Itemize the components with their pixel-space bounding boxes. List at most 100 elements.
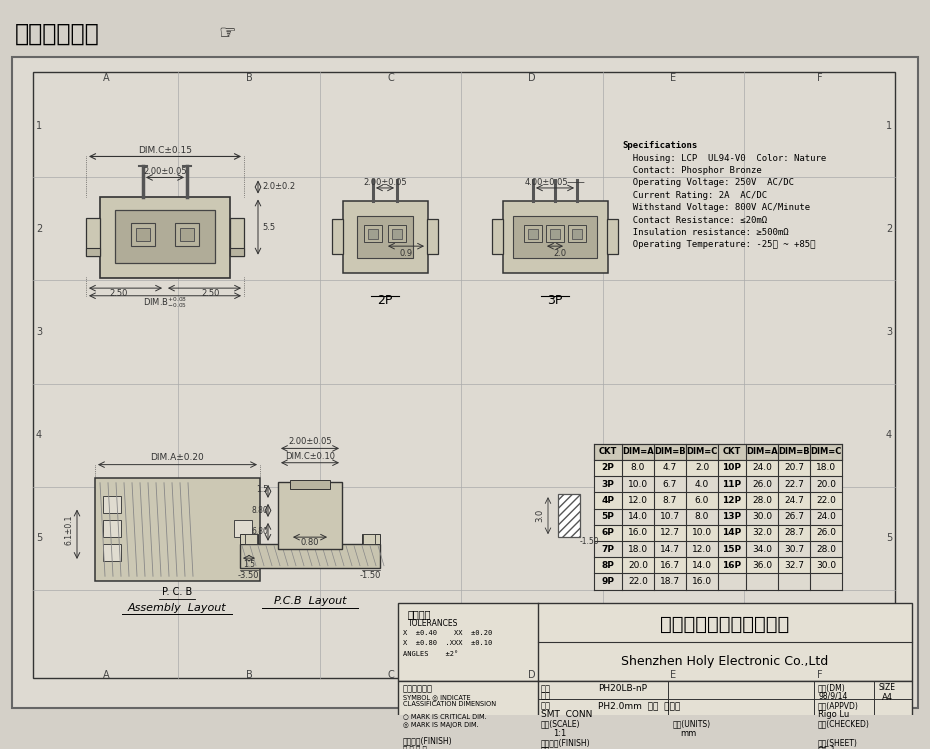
Bar (546, 225, 564, 243)
Text: 名称: 名称 (541, 701, 551, 710)
Bar (245, 534, 257, 544)
Text: 10.7: 10.7 (660, 512, 680, 521)
Text: 单位(UNITS): 单位(UNITS) (673, 719, 711, 728)
Text: 12P: 12P (723, 496, 741, 505)
Text: 28.7: 28.7 (784, 528, 804, 537)
Text: OF 1: OF 1 (818, 746, 835, 749)
Text: 24.0: 24.0 (816, 512, 836, 521)
Text: 7P: 7P (602, 545, 615, 554)
Bar (594, 492, 842, 509)
Bar (363, 534, 375, 544)
Text: 28.0: 28.0 (816, 545, 836, 554)
Text: 工程: 工程 (541, 684, 551, 693)
Text: PH20LB-nP: PH20LB-nP (598, 684, 647, 693)
Text: 12.0: 12.0 (628, 496, 648, 505)
Text: 1.5: 1.5 (243, 560, 255, 569)
Bar (594, 443, 842, 460)
Text: 16.0: 16.0 (692, 577, 712, 586)
Bar (131, 223, 155, 246)
Bar (95, 478, 260, 581)
Bar (278, 482, 342, 548)
Text: DIM=A: DIM=A (746, 447, 777, 456)
Text: Shenzhen Holy Electronic Co.,Ltd: Shenzhen Holy Electronic Co.,Ltd (621, 655, 829, 667)
Text: 16P: 16P (723, 561, 741, 570)
Text: 22.0: 22.0 (628, 577, 648, 586)
Bar (503, 201, 608, 273)
Bar (392, 229, 402, 238)
Text: 张数(SHEET): 张数(SHEET) (818, 739, 857, 748)
Text: 审证(CHECKED): 审证(CHECKED) (818, 719, 870, 728)
Bar (524, 225, 542, 243)
Text: 2.00±0.05: 2.00±0.05 (143, 167, 187, 176)
Bar (103, 496, 121, 513)
Text: 32.0: 32.0 (752, 528, 772, 537)
Text: 30.0: 30.0 (816, 561, 836, 570)
Bar (175, 223, 199, 246)
Text: 2P: 2P (378, 294, 392, 307)
Bar (568, 225, 586, 243)
Text: -1.50―: -1.50― (579, 537, 606, 547)
Text: 2: 2 (36, 224, 42, 234)
Text: ○ MARK IS CRITICAL DIM.: ○ MARK IS CRITICAL DIM. (403, 713, 486, 719)
Text: 14.7: 14.7 (660, 545, 680, 554)
Text: Insulation resistance: ≥500mΩ: Insulation resistance: ≥500mΩ (622, 228, 789, 237)
Text: 20.0: 20.0 (816, 479, 836, 488)
Bar (234, 520, 252, 537)
Text: B: B (246, 73, 252, 83)
Text: 8.80: 8.80 (252, 506, 269, 515)
Text: 22.7: 22.7 (784, 479, 804, 488)
Text: A4: A4 (882, 693, 893, 702)
Text: 4.7: 4.7 (663, 464, 677, 473)
Text: 14.0: 14.0 (692, 561, 712, 570)
Text: 3P: 3P (548, 294, 563, 307)
Text: 4: 4 (886, 430, 892, 440)
Text: 核实(APPVD): 核实(APPVD) (818, 701, 859, 710)
Text: -3.50: -3.50 (237, 571, 259, 580)
Bar (594, 476, 842, 492)
Text: P. C. B: P. C. B (162, 587, 193, 598)
Text: 26.0: 26.0 (752, 479, 772, 488)
Bar (594, 541, 842, 557)
Text: Current Rating: 2A  AC/DC: Current Rating: 2A AC/DC (622, 191, 767, 200)
Text: 32.7: 32.7 (784, 561, 804, 570)
Text: 14P: 14P (723, 528, 741, 537)
Text: 26.7: 26.7 (784, 512, 804, 521)
Bar (0, 0, 930, 55)
Text: D: D (528, 670, 536, 681)
Text: 13P: 13P (723, 512, 741, 521)
Text: 一般公差: 一般公差 (408, 609, 432, 619)
Text: 1:1: 1:1 (553, 729, 566, 738)
Text: 3: 3 (886, 327, 892, 337)
Text: 26.0: 26.0 (816, 528, 836, 537)
Text: D: D (528, 73, 536, 83)
Text: 9P: 9P (602, 577, 615, 586)
Text: DIM=B: DIM=B (778, 447, 810, 456)
Text: 0.80: 0.80 (300, 539, 319, 548)
Text: DIM.B$^{+0.08}_{-0.05}$: DIM.B$^{+0.08}_{-0.05}$ (143, 295, 187, 310)
Text: 20.7: 20.7 (784, 464, 804, 473)
Text: TOLERANCES: TOLERANCES (408, 619, 458, 628)
Text: 34.0: 34.0 (752, 545, 772, 554)
Bar (368, 229, 378, 238)
Text: 4.00±0.05――: 4.00±0.05―― (525, 178, 585, 187)
Bar (343, 201, 428, 273)
Text: 2.0±0.2: 2.0±0.2 (262, 183, 295, 192)
Bar (86, 217, 100, 255)
Text: Specifications: Specifications (622, 142, 698, 151)
Text: 22.0: 22.0 (816, 496, 836, 505)
Bar (398, 603, 912, 681)
Text: F: F (817, 73, 822, 83)
Text: B: B (246, 670, 252, 681)
Bar (230, 248, 244, 255)
Text: 18.0: 18.0 (816, 464, 836, 473)
Text: 表面处理(FINISH): 表面处理(FINISH) (403, 736, 453, 745)
Bar (332, 219, 343, 254)
Text: 3.0: 3.0 (536, 509, 544, 522)
Bar (33, 72, 895, 679)
Text: DIM.C±0.10: DIM.C±0.10 (285, 452, 335, 461)
Text: Contact: Phosphor Bronze: Contact: Phosphor Bronze (622, 166, 762, 175)
Text: E: E (671, 73, 676, 83)
Text: 16.7: 16.7 (660, 561, 680, 570)
Bar (86, 248, 100, 255)
Text: 5P: 5P (602, 512, 615, 521)
